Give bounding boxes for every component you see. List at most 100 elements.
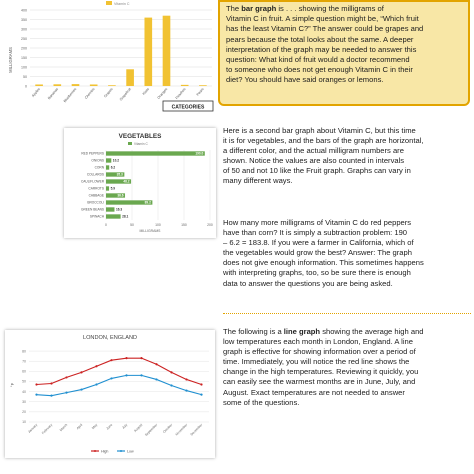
para3-bold: line graph — [283, 327, 321, 336]
line-month-label: January — [27, 423, 38, 434]
fruit-ytick-label: 400 — [21, 8, 27, 12]
line-ytick-label: 30 — [22, 400, 26, 404]
fruit-category-label: Oranges — [157, 87, 169, 100]
line-point — [170, 384, 173, 387]
london-paragraph: The following is a line graph showing th… — [223, 327, 471, 408]
callout-lead-rest: is . . . showing the milligrams of — [276, 4, 384, 13]
veg-xtick-label: 50 — [130, 223, 134, 227]
text-line: have than corn? It is simply a subtracti… — [223, 228, 408, 238]
legend-marker — [94, 450, 96, 452]
callout-line: interpretation of the graph may be neede… — [226, 44, 417, 54]
veg-bar — [106, 207, 115, 212]
veg-bar — [106, 179, 132, 184]
veg-bar — [106, 165, 110, 170]
veg-bar — [106, 151, 205, 156]
fruit-legend-swatch — [106, 1, 112, 5]
line-point — [80, 371, 83, 374]
veg-category-label: COLLARDS — [87, 173, 104, 177]
callout-line: has the least Vitamin C?” The answer cou… — [226, 24, 424, 34]
line-month-label: April — [76, 423, 84, 431]
callout-line: to someone who does not get enough Vitam… — [226, 65, 413, 75]
text-line: of 50 and not 10 like the Fruit graph. G… — [223, 166, 411, 176]
text-line: many different ways. — [223, 176, 293, 186]
line-title: LONDON, ENGLAND — [83, 335, 137, 341]
london-line-chart: LONDON, ENGLAND °F 80 70 60 50 40 30 20 10 Janu… — [5, 330, 215, 458]
line-month-label: February — [41, 423, 53, 435]
line-point — [50, 382, 53, 385]
line-point — [65, 391, 68, 394]
line-month-label: July — [121, 423, 128, 430]
line-point — [95, 365, 98, 368]
line-point — [80, 388, 83, 391]
line-ytick-label: 80 — [22, 349, 26, 353]
veg-xtick-label: 0 — [105, 223, 107, 227]
vegetables-chart: VEGETABLES Vitamin C RED PEPPERS ONIONS CO… — [64, 128, 216, 238]
fruit-explanation-callout: The bar graph is . . . showing the milli… — [218, 0, 470, 106]
veg-category-label: CAULIFLOWER — [81, 180, 105, 184]
veg-value-label: 16.3 — [116, 208, 122, 212]
fruit-categories-label: CATEGORIES — [172, 104, 205, 110]
line-ytick-label: 20 — [22, 410, 26, 414]
fruit-chart: Vitamin C MILLIGRAMS 400 350 300 250 200 150 1… — [0, 0, 216, 112]
legend-label: Low — [127, 449, 134, 453]
veg-bar — [106, 214, 121, 219]
fruit-category-label: Grapes — [103, 87, 114, 99]
text-line: graph is effective for showing informati… — [223, 347, 416, 357]
veg-xtick-label: 150 — [181, 223, 187, 227]
vegetables-paragraph-2: How many more milligrams of Vitamin C do… — [223, 218, 471, 289]
text-line: data to answer the questions you are bei… — [223, 278, 393, 288]
callout-line: pears because the total looks about the … — [226, 34, 414, 44]
text-line: August. Exact temperatures are not neede… — [223, 387, 405, 397]
line-point — [65, 376, 68, 379]
text-line: How many more milligrams of Vitamin C do… — [223, 218, 412, 227]
line-month-label: June — [105, 423, 113, 431]
text-line: some of the questions. — [223, 397, 300, 407]
line-point — [110, 377, 113, 380]
vegetables-chart-svg: VEGETABLES Vitamin C RED PEPPERS ONIONS CO… — [81, 133, 213, 233]
veg-value-label: 5.9 — [111, 187, 116, 191]
fruit-category-label: Peaches — [175, 87, 187, 100]
text-line: The following is a line graph showing th… — [223, 327, 471, 337]
fruit-bar — [89, 84, 98, 86]
text-line: Here is a second bar graph about Vitamin… — [223, 126, 416, 135]
line-month-label: September — [144, 422, 159, 437]
veg-bar — [106, 172, 125, 177]
para3-pre: The following is a — [223, 327, 284, 336]
veg-category-label: SPINACH — [90, 215, 105, 219]
text-line: does not give enough information. This s… — [223, 258, 424, 268]
fruit-legend: Vitamin C — [106, 1, 130, 6]
callout-first-line: The bar graph is . . . showing the milli… — [226, 4, 384, 13]
line-month-label: November — [175, 422, 189, 436]
veg-category-label: GREEN BEANS — [81, 208, 104, 212]
fruit-ytick-label: 150 — [21, 56, 27, 60]
legend-marker — [120, 450, 122, 452]
fruit-bar — [35, 84, 43, 86]
fruit-ytick-label: 250 — [21, 37, 27, 41]
text-line: shown. Notice the values are also counte… — [223, 156, 405, 166]
veg-category-label: ONIONS — [91, 159, 104, 163]
fruit-category-label: Kiwis — [142, 87, 150, 96]
line-ytick-label: 40 — [22, 390, 26, 394]
veg-bar — [106, 193, 126, 198]
fruit-bar — [144, 17, 153, 87]
veg-xtick-label: 100 — [155, 223, 161, 227]
line-point — [185, 378, 188, 381]
line-point — [170, 371, 173, 374]
veg-value-label: 36.6 — [117, 194, 123, 198]
fruit-ytick-label: 50 — [23, 75, 27, 79]
line-month-label: May — [91, 423, 98, 430]
line-point — [200, 393, 203, 396]
line-point — [140, 357, 143, 360]
fruit-category-label: Cherries — [84, 87, 96, 100]
text-line: a different color, and the actual millig… — [223, 146, 404, 156]
veg-value-label: 89.2 — [145, 201, 151, 205]
fruit-category-label: Pears — [196, 87, 205, 97]
line-ytick-label: 50 — [22, 380, 26, 384]
veg-xlabel: MILLIGRAMS — [140, 229, 162, 233]
fruit-legend-label: Vitamin C — [114, 2, 130, 6]
fruit-bar — [53, 84, 62, 86]
fruit-bar — [126, 69, 134, 86]
line-point — [110, 359, 113, 362]
line-series-high — [36, 357, 202, 386]
fruit-bar — [180, 84, 189, 86]
